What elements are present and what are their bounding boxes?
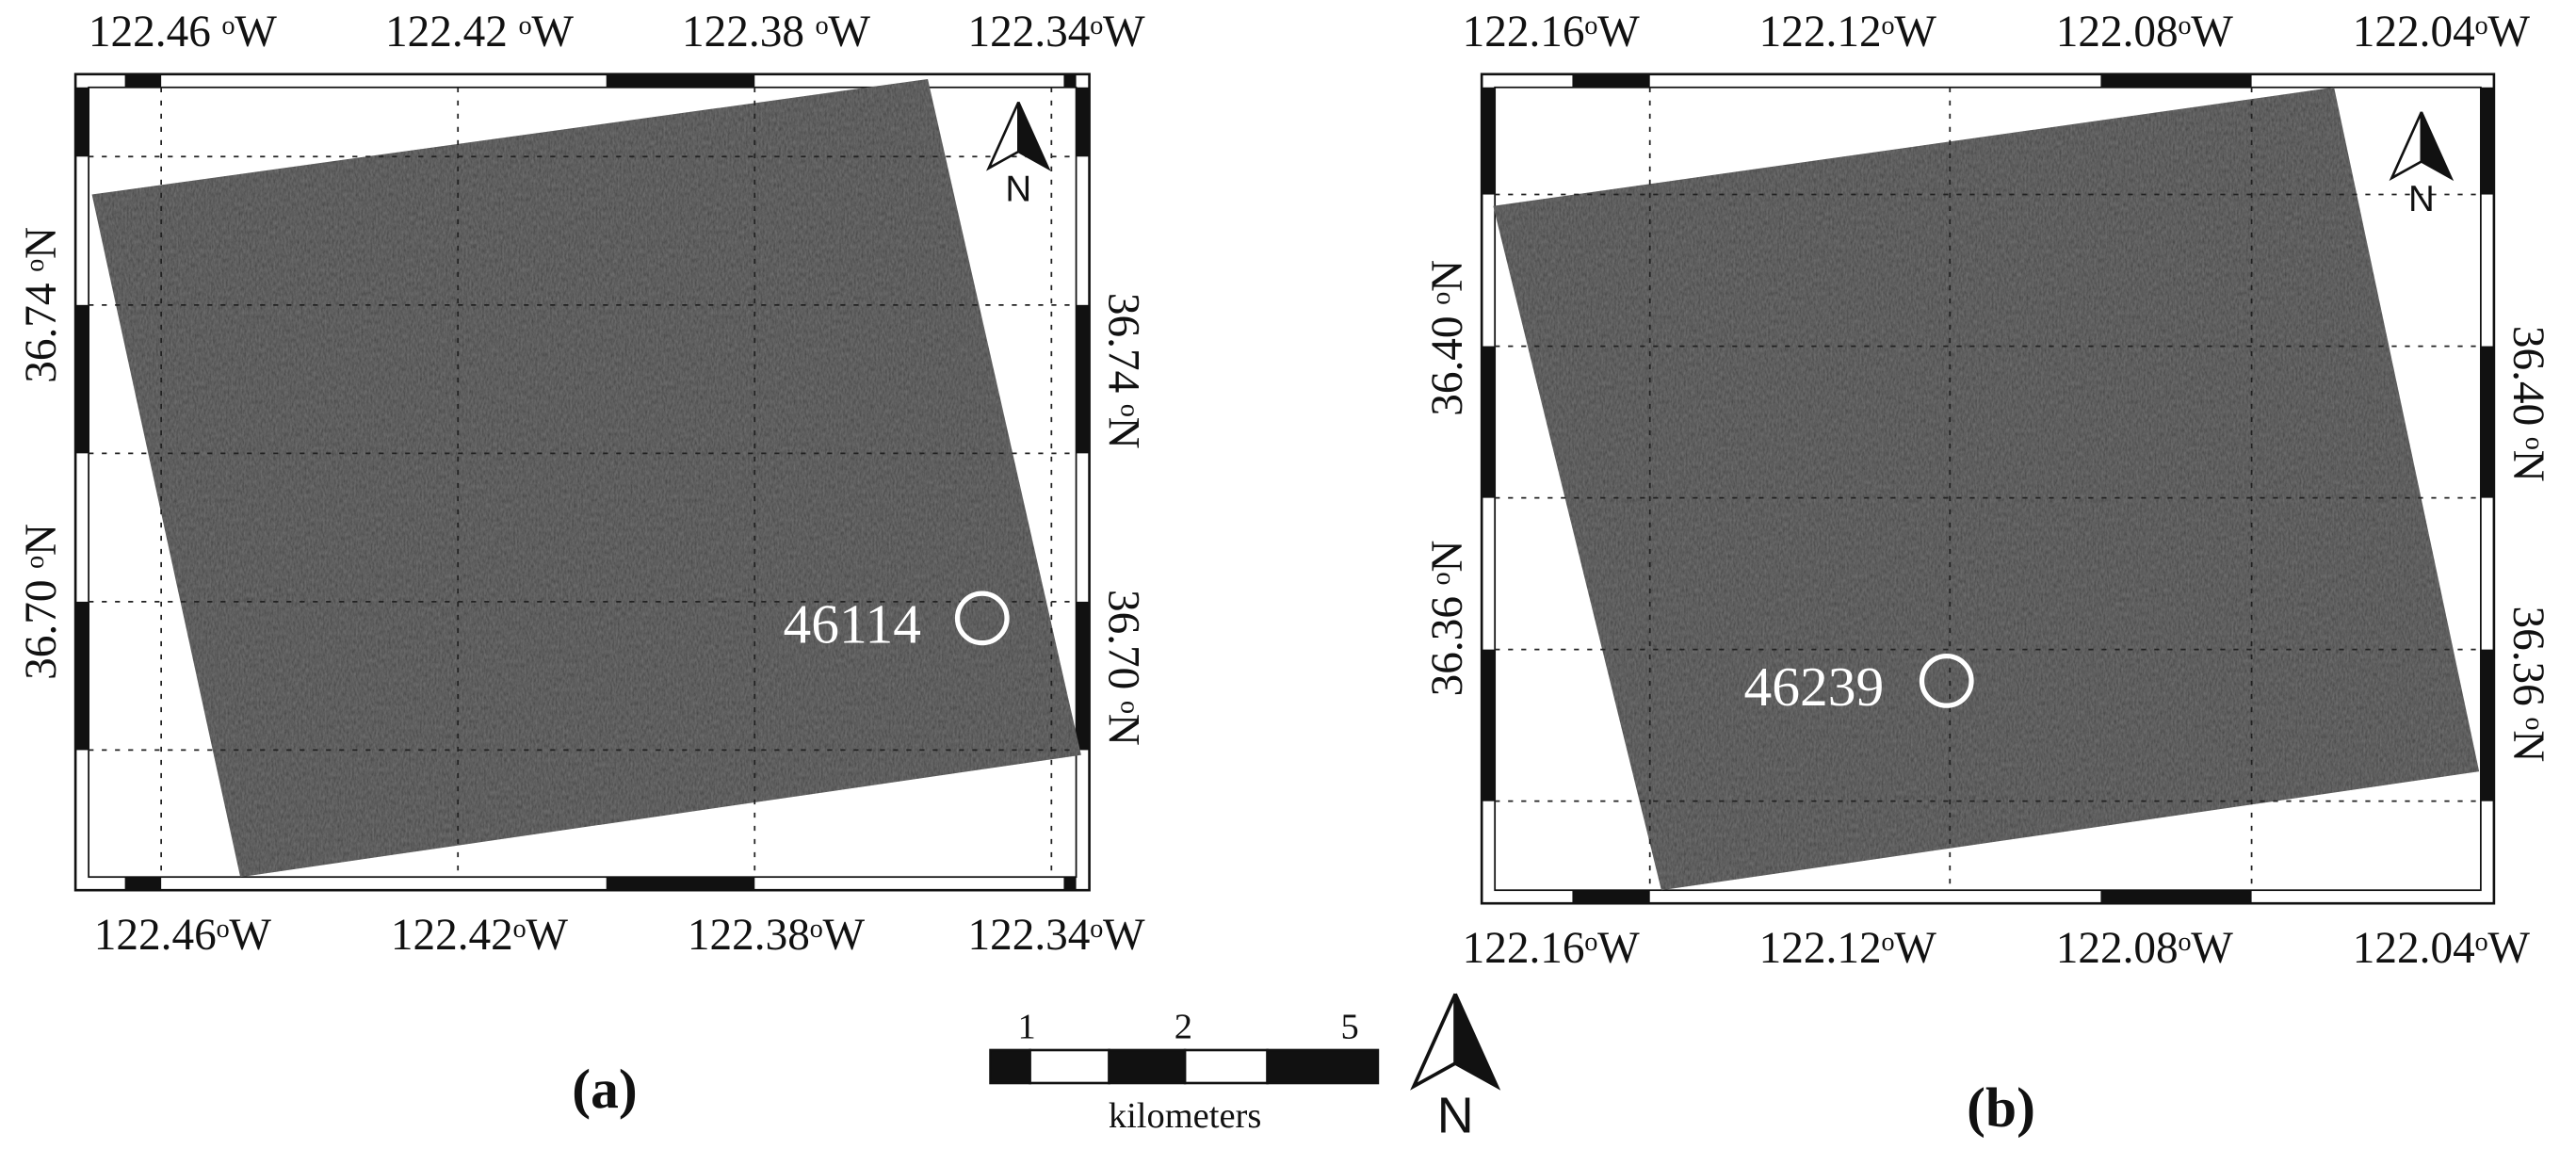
north-arrow: N <box>1410 993 1501 1143</box>
top-tick-label: 122.46 ᵒW <box>89 8 277 57</box>
bottom-tick-label: 122.04ᵒW <box>2353 924 2531 973</box>
right-tick-label: 36.70 ᵒN <box>1099 590 1148 746</box>
left-tick-label: 36.40 ᵒN <box>1423 260 1472 416</box>
border-seg <box>75 601 89 751</box>
bottom-tick-label: 122.42ᵒW <box>391 911 569 960</box>
right-tick-label: 36.36 ᵒN <box>2503 606 2552 762</box>
border-seg <box>2480 87 2494 195</box>
arrow-right <box>1453 993 1501 1091</box>
north-arrow: N <box>2389 111 2454 219</box>
bottom-tick-label: 122.38ᵒW <box>688 911 866 960</box>
border-seg <box>1076 304 1090 454</box>
bottom-tick-label: 122.08ᵒW <box>2056 924 2234 973</box>
top-tick-label: 122.34ᵒW <box>967 8 1145 57</box>
left-tick-label: 36.70 ᵒN <box>17 524 66 680</box>
panel-label: (a) <box>572 1058 637 1120</box>
border-seg <box>75 304 89 454</box>
border-seg <box>606 877 755 891</box>
scale-tick: 5 <box>1341 1008 1359 1047</box>
arrow-left <box>1410 993 1457 1091</box>
panel-label: (b) <box>1967 1076 2035 1138</box>
arrow-right <box>1017 101 1051 171</box>
north-label: N <box>1005 170 1031 210</box>
border-seg <box>1076 87 1090 157</box>
sar-image <box>1493 87 2480 891</box>
scale-unit: kilometers <box>1109 1096 1262 1136</box>
border-seg <box>1482 87 1496 195</box>
border-seg <box>1063 73 1077 88</box>
bottom-tick-label: 122.12ᵒW <box>1759 924 1937 973</box>
scale-tick: 1 <box>1017 1008 1035 1047</box>
buoy-marker <box>1919 654 1974 708</box>
scale-seg <box>1183 1048 1269 1085</box>
border-seg <box>1572 73 1650 88</box>
top-tick-label: 122.42 ᵒW <box>385 8 574 57</box>
top-tick-label: 122.04ᵒW <box>2353 8 2531 57</box>
left-tick-label: 36.74 ᵒN <box>17 227 66 383</box>
border-seg <box>606 73 755 88</box>
bottom-tick-label: 122.16ᵒW <box>1463 924 1641 973</box>
bottom-tick-label: 122.34ᵒW <box>967 911 1145 960</box>
top-tick-label: 122.16ᵒW <box>1463 8 1641 57</box>
scale-tick: 2 <box>1175 1008 1192 1047</box>
scale-seg <box>1108 1048 1187 1085</box>
border-seg <box>124 73 162 88</box>
north-label: N <box>2408 179 2435 219</box>
scale-seg <box>989 1048 1031 1085</box>
border-seg <box>75 87 89 157</box>
top-tick-label: 122.12ᵒW <box>1759 8 1937 57</box>
north-arrow: N <box>985 101 1051 210</box>
top-tick-label: 122.38 ᵒW <box>682 8 870 57</box>
border-seg <box>1076 601 1090 751</box>
right-tick-label: 36.74 ᵒN <box>1099 293 1148 449</box>
buoy-label: 46114 <box>783 593 921 655</box>
border-seg <box>1572 890 1650 904</box>
border-seg <box>124 877 162 891</box>
map-inner <box>88 86 1077 879</box>
sar-image <box>91 79 1081 878</box>
border-seg <box>2100 73 2252 88</box>
border-seg <box>1063 877 1077 891</box>
scale-seg <box>1266 1048 1380 1085</box>
border-seg <box>2100 890 2252 904</box>
north-label: N <box>1437 1087 1474 1143</box>
border-seg <box>1482 649 1496 801</box>
border-seg <box>2480 649 2494 801</box>
border-seg <box>1482 346 1496 498</box>
left-tick-label: 36.36 ᵒN <box>1423 540 1472 696</box>
scale-seg <box>1029 1048 1110 1085</box>
buoy-label: 46239 <box>1744 655 1885 718</box>
bottom-tick-label: 122.46ᵒW <box>94 911 272 960</box>
top-tick-label: 122.08ᵒW <box>2056 8 2234 57</box>
buoy-marker <box>954 591 1010 646</box>
right-tick-label: 36.40 ᵒN <box>2503 326 2552 482</box>
border-seg <box>2480 346 2494 498</box>
arrow-right <box>2420 111 2454 182</box>
